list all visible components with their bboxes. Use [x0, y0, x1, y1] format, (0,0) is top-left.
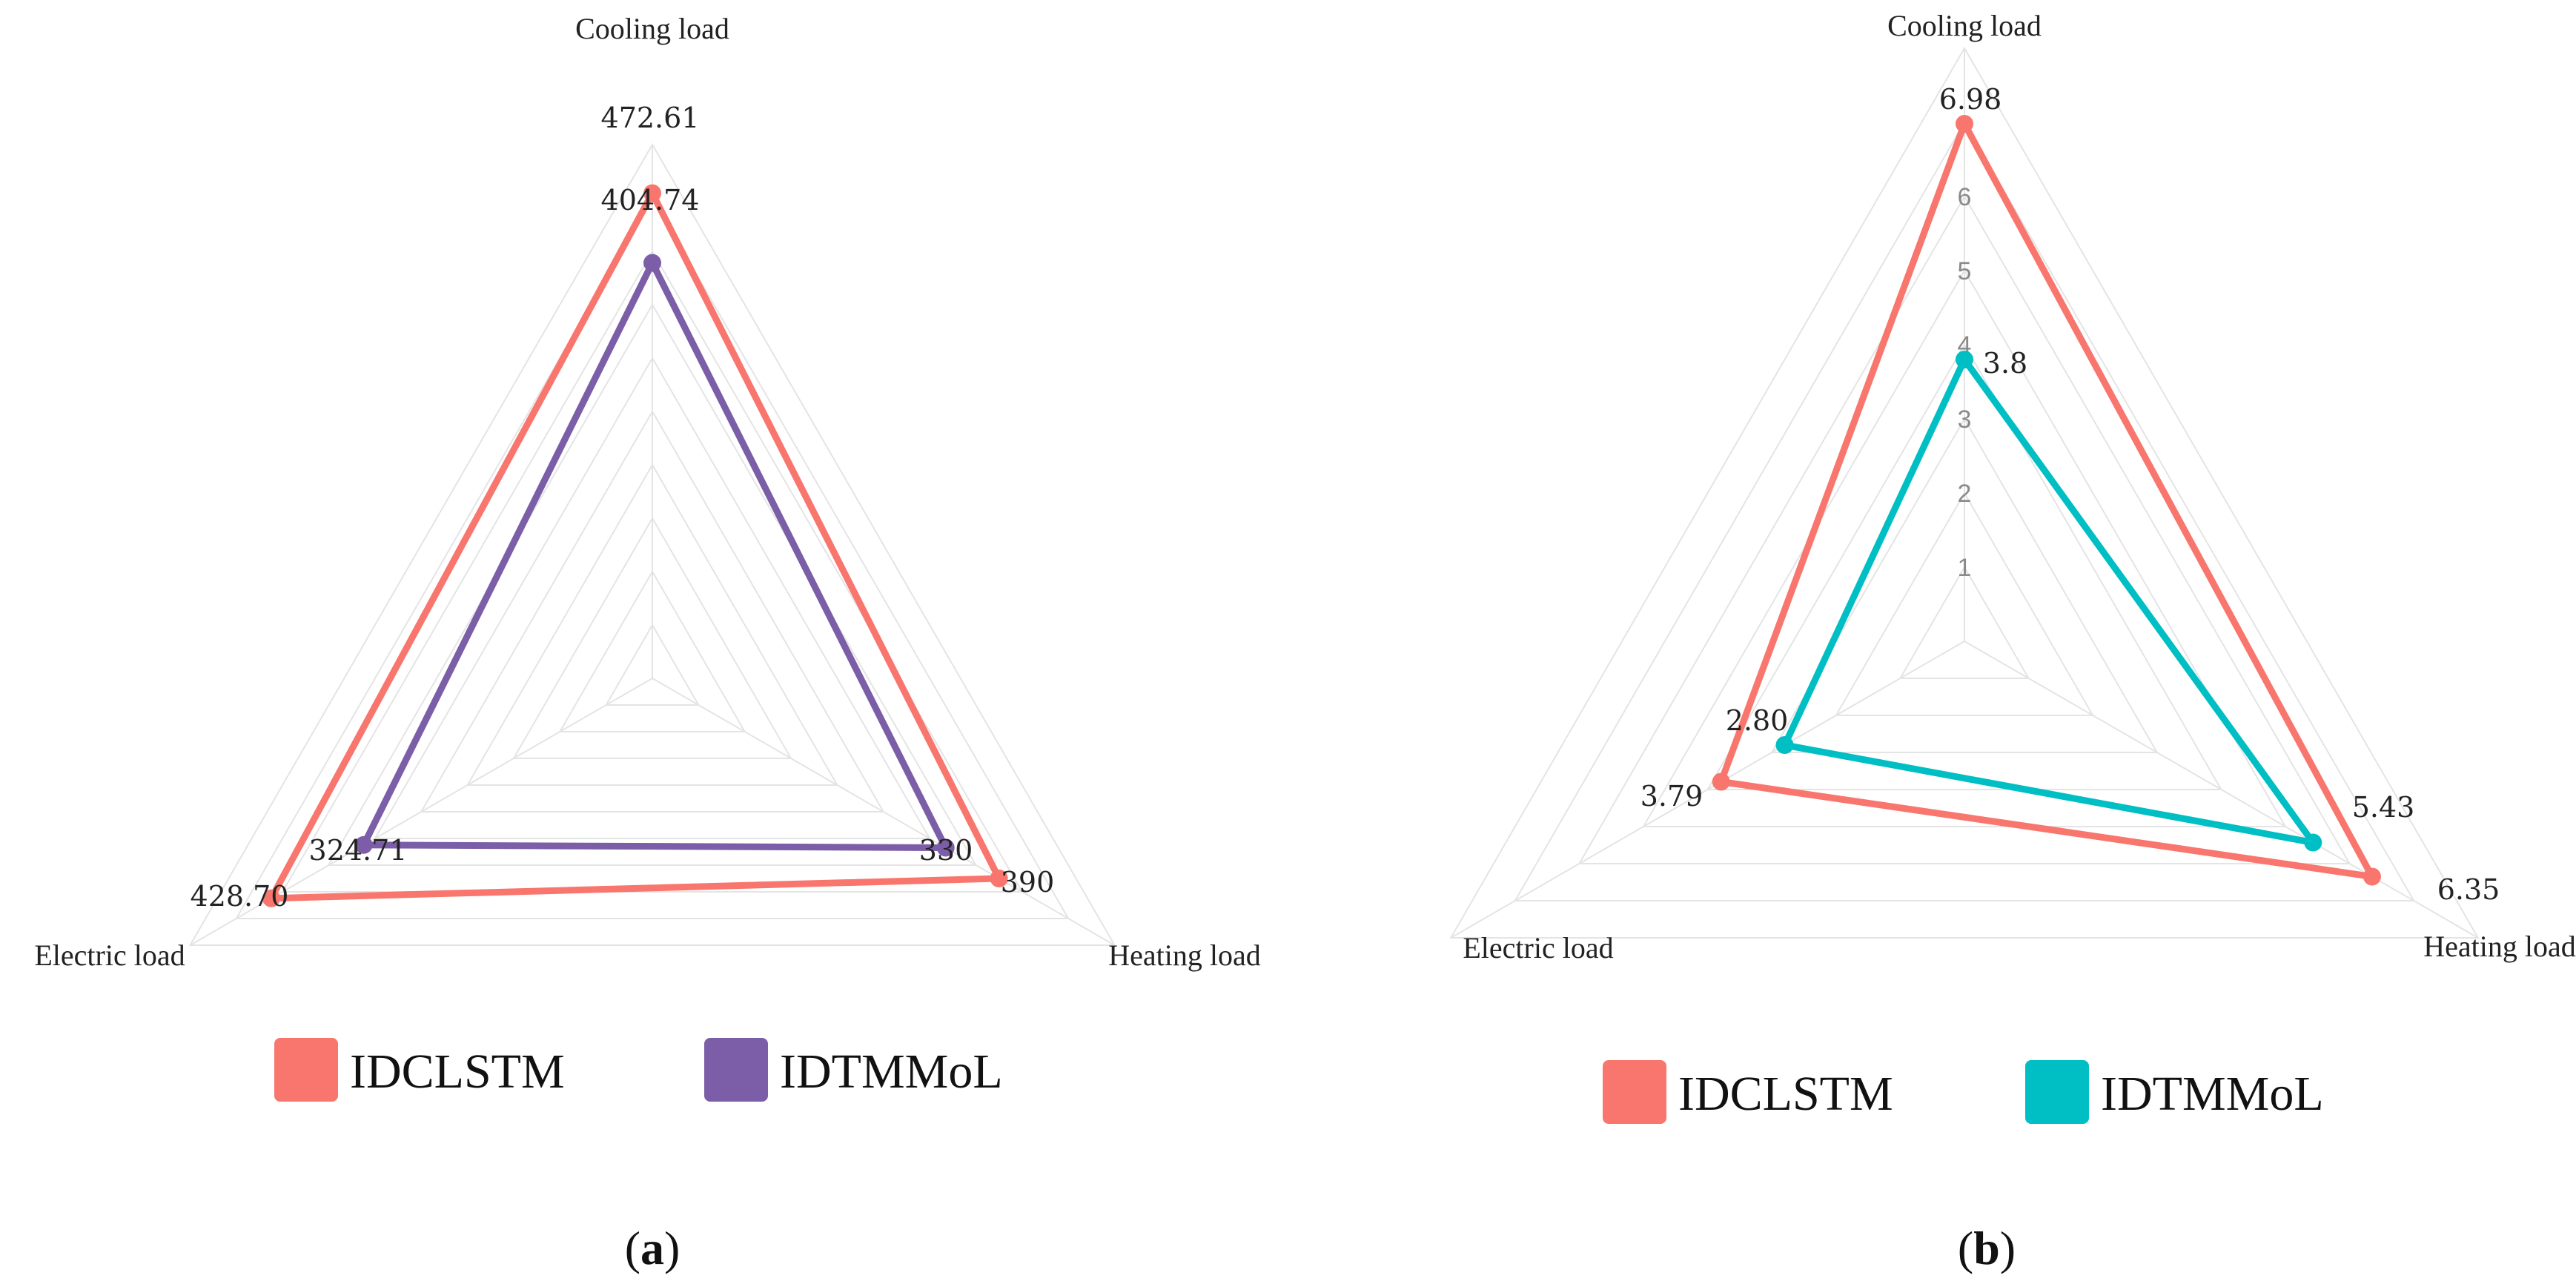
grid-spoke: [1964, 641, 2479, 939]
data-point: [643, 254, 661, 272]
legend-swatch: [1603, 1060, 1666, 1124]
grid-ring: [1835, 491, 2094, 716]
grid-ring: [604, 623, 701, 706]
tick-label: 6: [1958, 183, 1972, 211]
tick-label: 1: [1958, 554, 1972, 582]
legend-swatch: [2025, 1060, 2089, 1124]
data-label: 6.35: [2437, 873, 2500, 906]
grid-spoke: [652, 678, 1116, 946]
grid-ring: [1449, 46, 2480, 939]
grid-ring: [1577, 194, 2351, 864]
panel-caption: (a): [625, 1222, 681, 1274]
data-point: [1956, 351, 1973, 368]
grid-ring: [281, 250, 1024, 893]
series-line: [358, 255, 952, 851]
legend-swatch: [274, 1038, 338, 1102]
axis-title: Cooling load: [575, 12, 729, 45]
radar-chart-panel-a: Cooling load Heating load Electric load 472…: [34, 12, 1260, 1274]
legend-entry: IDTMMoL: [2101, 1067, 2324, 1121]
tick-label: 3: [1958, 406, 1972, 434]
axis-title: Cooling load: [1887, 9, 2042, 42]
data-label: 3.79: [1640, 780, 1703, 813]
grid-ring: [466, 463, 839, 786]
grid-ring: [1706, 342, 2223, 790]
series-line: [265, 185, 1004, 902]
panel-letter: a: [640, 1222, 664, 1274]
data-point: [1775, 736, 1794, 754]
grid-ring: [558, 569, 746, 732]
axis-title: Heating load: [1108, 939, 1261, 972]
data-label: 390: [1001, 866, 1055, 899]
data-point: [1956, 115, 1973, 133]
data-point: [643, 184, 661, 202]
data-label: 3.8: [1983, 347, 2027, 380]
data-label: 5.43: [2352, 791, 2415, 824]
data-label: 324.71: [309, 834, 408, 867]
data-point: [936, 838, 955, 857]
data-point: [2304, 833, 2322, 852]
data-label: 6.98: [1939, 83, 2002, 116]
panel-letter: b: [1973, 1222, 2000, 1274]
tick-label: 5: [1958, 257, 1972, 285]
legend-entry: IDTMMoL: [780, 1045, 1003, 1099]
tick-label: 2: [1958, 480, 1972, 508]
grid-ring: [512, 517, 792, 759]
legend-swatch: [704, 1038, 768, 1102]
data-label: 2.80: [1726, 704, 1789, 737]
data-label: 472.61: [601, 102, 700, 134]
data-label: 330: [919, 834, 973, 867]
grid-ring: [1898, 565, 2030, 679]
legend-entry: IDCLSTM: [1678, 1067, 1893, 1121]
data-point: [2363, 867, 2381, 886]
legend-entry: IDCLSTM: [350, 1045, 565, 1099]
data-label: 404.74: [601, 184, 700, 216]
axis-title: Electric load: [1463, 931, 1613, 964]
series-line: [1716, 116, 2379, 881]
grid-ring: [235, 196, 1070, 919]
grid-ring: [420, 410, 885, 813]
data-point: [1712, 772, 1730, 791]
panel-caption: (b): [1958, 1222, 2016, 1274]
grid-ring: [1770, 417, 2159, 753]
grid-spoke: [1450, 641, 1965, 939]
grid-ring: [188, 143, 1116, 946]
data-point: [990, 870, 1008, 887]
axis-title: Heating load: [2423, 930, 2576, 963]
data-point: [262, 889, 280, 907]
data-label: 428.70: [191, 880, 289, 913]
grid-ring: [374, 356, 931, 839]
series-line: [1779, 353, 2321, 847]
grid-ring: [1514, 120, 2415, 901]
axis-title: Electric load: [34, 939, 185, 972]
data-point: [354, 835, 373, 854]
